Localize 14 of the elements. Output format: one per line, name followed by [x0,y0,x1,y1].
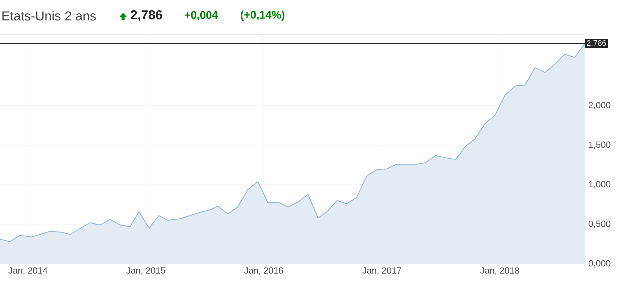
y-tick-label: 2,000 [589,102,611,110]
x-tick-label: Jan, 2016 [244,268,284,276]
text: 2,786 [130,10,162,22]
text: +0,004 [184,11,218,21]
x-tick-label: Jan, 2014 [8,268,48,276]
y-tick-label: 1,000 [589,181,611,189]
x-tick-label: Jan, 2017 [362,268,402,276]
y-tick-label: 0,500 [588,220,611,228]
y-tick-label: 1,500 [589,142,611,150]
text: (+0,14%) [240,10,285,22]
chart-title: Etats-Unis 2 ans [2,11,96,21]
y-tick-label: 0,000 [588,260,611,268]
x-tick-label: Jan, 2018 [480,268,520,276]
x-tick-label: Jan, 2015 [126,268,166,276]
